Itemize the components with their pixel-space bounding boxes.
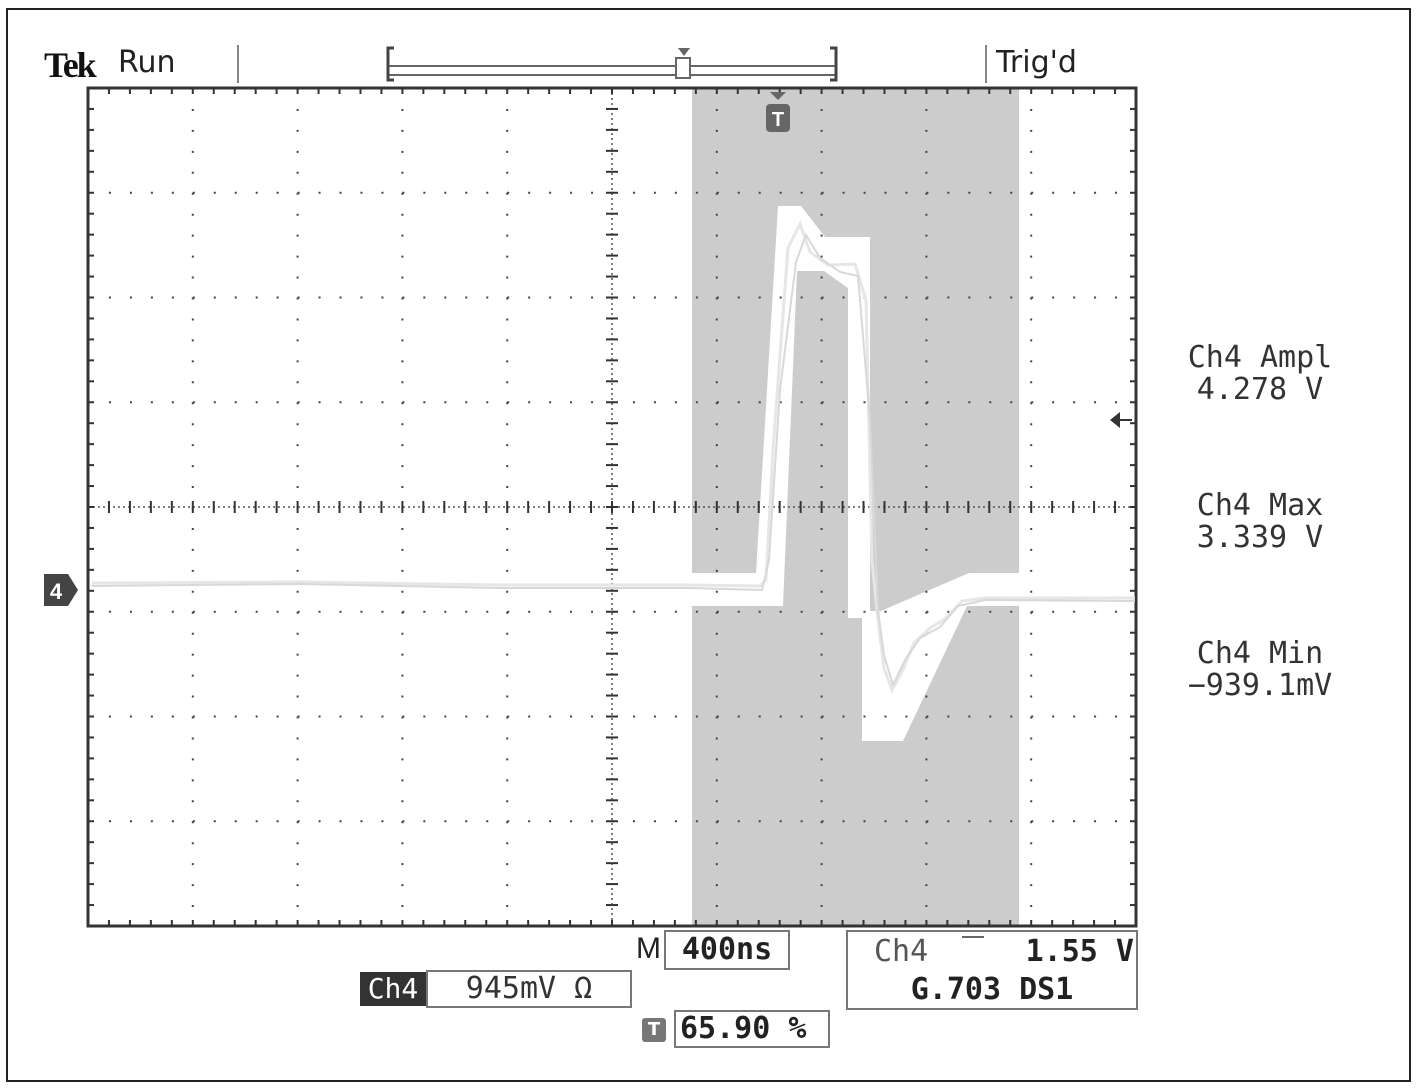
measurement-ch4-ampl: Ch4 Ampl 4.278 V (1160, 342, 1360, 406)
header-divider (237, 45, 239, 83)
trigger-level: 1.55 V (1025, 934, 1134, 969)
mask-template (692, 88, 1019, 926)
trigger-position-icon: T (642, 1018, 666, 1042)
mask-upper-region (692, 88, 1019, 611)
measurement-value: 4.278 V (1196, 372, 1324, 407)
trigger-slope-icon (962, 936, 984, 938)
channel-scale-tag: Ch4 (360, 972, 426, 1006)
header-divider (985, 45, 987, 83)
channel-scale-readout: 945mV Ω (426, 970, 632, 1008)
brand-logo: Tek (44, 45, 97, 85)
timebase-readout: 400ns (664, 930, 790, 970)
record-position-indicator (386, 46, 838, 82)
measurement-value: −939.1mV (1187, 668, 1333, 703)
measurement-value: 3.339 V (1196, 520, 1324, 555)
trigger-status: Trig'd (996, 45, 1077, 80)
acquisition-status: Run (118, 45, 176, 80)
trigger-source-channel: Ch4 (874, 934, 929, 969)
measurement-label: Ch4 Min (1196, 636, 1324, 671)
mask-lower-region (692, 271, 1019, 926)
trigger-info-box: Ch4 1.55 V G.703 DS1 (846, 930, 1138, 1010)
trigger-position-readout: 65.90 % (674, 1010, 830, 1048)
svg-text:4: 4 (50, 579, 63, 604)
scope-frame (6, 8, 1411, 1082)
measurement-label: Ch4 Ampl (1187, 340, 1333, 375)
trigger-position-marker: T (766, 92, 790, 132)
trigger-standard: G.703 DS1 (910, 972, 1074, 1007)
measurement-label: Ch4 Max (1196, 488, 1324, 523)
timebase-prefix: M (636, 932, 661, 965)
svg-text:T: T (772, 109, 784, 131)
channel-4-ground-marker: 4 (44, 574, 78, 606)
ch4-waveform (91, 220, 1136, 694)
graticule (86, 86, 1138, 928)
trigger-level-arrow (1110, 412, 1132, 428)
measurement-ch4-min: Ch4 Min −939.1mV (1160, 638, 1360, 702)
measurement-ch4-max: Ch4 Max 3.339 V (1160, 490, 1360, 554)
